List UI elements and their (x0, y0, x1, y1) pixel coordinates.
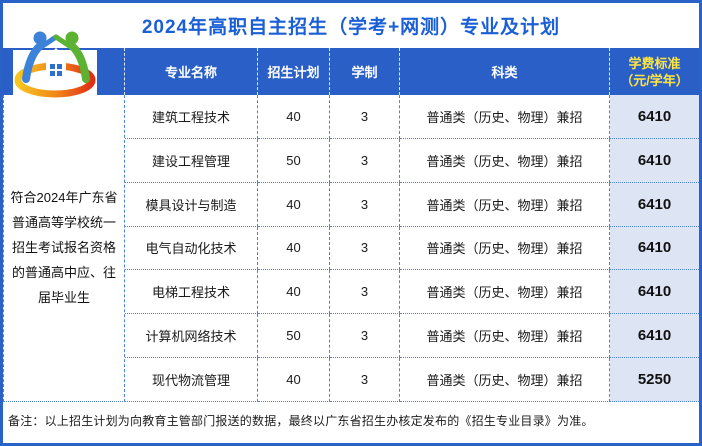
plan-cell: 50 (258, 314, 330, 359)
fee-cell: 6410 (610, 270, 699, 315)
plan-cell: 50 (258, 138, 330, 183)
duration-cell: 3 (330, 138, 400, 183)
category-cell: 普通类（历史、物理）兼招 (400, 358, 610, 402)
major-cell: 建筑工程技术 (125, 95, 258, 139)
plan-cell: 40 (258, 270, 330, 315)
fee-cell: 6410 (610, 138, 699, 183)
major-cell: 模具设计与制造 (125, 182, 258, 227)
plan-table: 招生对象 专业名称 招生计划 学制 科类 学费标准 （元/学年） 符合2024年… (3, 48, 699, 402)
fee-cell: 6410 (610, 182, 699, 227)
major-cell: 建设工程管理 (125, 138, 258, 183)
plan-cell: 40 (258, 182, 330, 227)
fee-cell: 6410 (610, 314, 699, 359)
duration-cell: 3 (330, 270, 400, 315)
duration-cell: 3 (330, 226, 400, 271)
duration-cell: 3 (330, 314, 400, 359)
page-title: 2024年高职自主招生（学考+网测）专业及计划 (141, 17, 561, 38)
plan-cell: 40 (258, 95, 330, 139)
header-category: 科类 (400, 48, 610, 95)
header-duration: 学制 (330, 48, 400, 95)
header-fee: 学费标准 （元/学年） (610, 48, 699, 95)
category-cell: 普通类（历史、物理）兼招 (400, 95, 610, 139)
category-cell: 普通类（历史、物理）兼招 (400, 182, 610, 227)
category-cell: 普通类（历史、物理）兼招 (400, 138, 610, 183)
fee-cell: 6410 (610, 226, 699, 271)
duration-cell: 3 (330, 182, 400, 227)
header-fee-line1: 学费标准 (628, 55, 681, 71)
house-people-logo-icon (13, 31, 97, 100)
category-cell: 普通类（历史、物理）兼招 (400, 314, 610, 359)
footnote: 备注：以上招生计划为向教育主管部门报送的数据，最终以广东省招生办核定发布的《招生… (8, 414, 594, 428)
duration-cell: 3 (330, 95, 400, 139)
plan-cell: 40 (258, 226, 330, 271)
header-fee-line2: （元/学年） (620, 72, 689, 88)
duration-cell: 3 (330, 358, 400, 402)
major-cell: 计算机网络技术 (125, 314, 258, 359)
category-cell: 普通类（历史、物理）兼招 (400, 270, 610, 315)
header-major: 专业名称 (125, 48, 258, 95)
major-cell: 电梯工程技术 (125, 270, 258, 315)
audience-cell: 符合2024年广东省普通高等学校统一招生考试报名资格的普通高中应、往届毕业生 (3, 95, 125, 402)
fee-cell: 6410 (610, 95, 699, 139)
major-cell: 电气自动化技术 (125, 226, 258, 271)
plan-cell: 40 (258, 358, 330, 402)
header-plan: 招生计划 (258, 48, 330, 95)
major-cell: 现代物流管理 (125, 358, 258, 402)
category-cell: 普通类（历史、物理）兼招 (400, 226, 610, 271)
fee-cell: 5250 (610, 358, 699, 402)
